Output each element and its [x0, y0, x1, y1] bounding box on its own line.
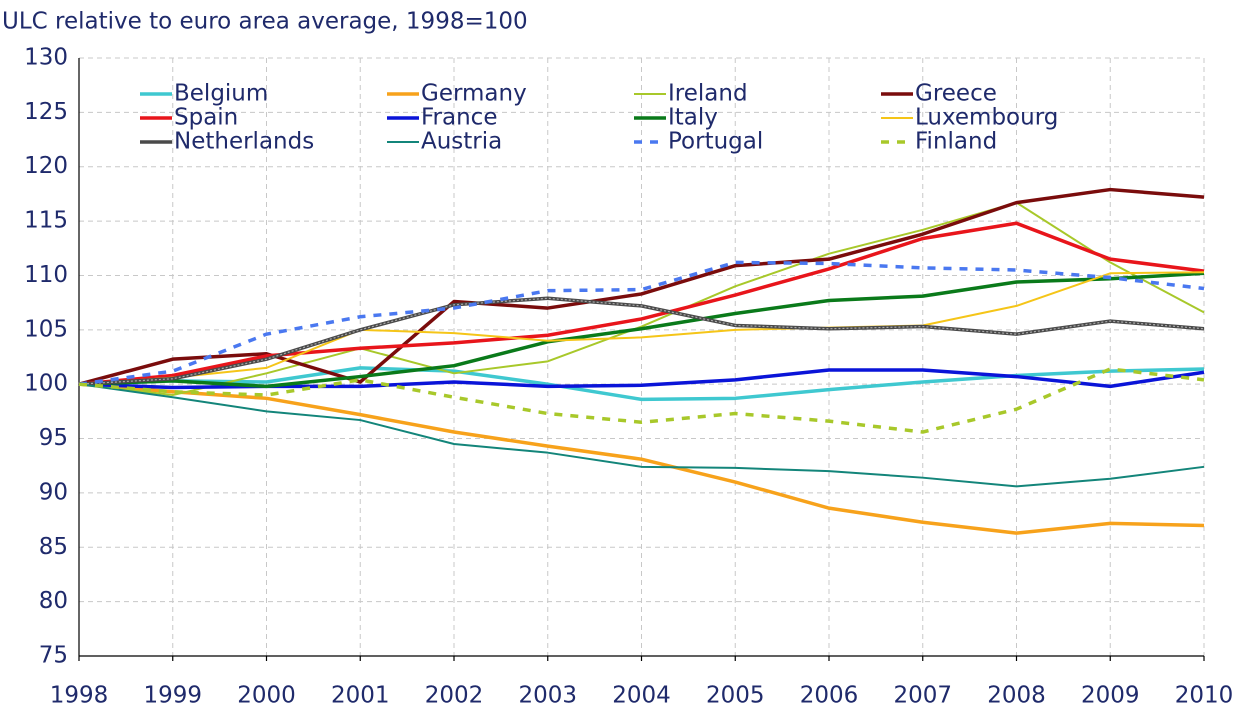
x-tick-label: 2002	[425, 683, 484, 709]
series-line	[78, 260, 1205, 386]
x-tick-label: 2004	[612, 683, 671, 709]
x-tick-label: 2000	[237, 683, 296, 709]
x-tick-label: 2001	[331, 683, 390, 709]
legend-label: Germany	[421, 81, 527, 107]
legend-label: Finland	[915, 129, 997, 155]
y-tick-label: 80	[39, 588, 68, 614]
y-tick-label: 105	[24, 316, 68, 342]
series-line	[78, 367, 1205, 434]
x-tick-label: 2007	[893, 683, 952, 709]
legend-label: Belgium	[174, 81, 268, 107]
series-line	[78, 382, 1205, 535]
series-line	[78, 271, 1205, 389]
y-tick-label: 120	[24, 153, 68, 179]
y-tick-label: 110	[24, 262, 68, 288]
legend-label: France	[421, 105, 497, 131]
legend-label: Luxembourg	[915, 105, 1058, 131]
series-line	[78, 187, 1205, 386]
y-tick-label: 100	[24, 371, 68, 397]
series-line	[78, 271, 1205, 386]
y-tick-label: 130	[24, 45, 68, 71]
legend-label: Austria	[421, 129, 502, 155]
legend-label: Ireland	[668, 81, 748, 107]
x-tick-label: 2006	[800, 683, 859, 709]
x-tick-label: 2003	[518, 683, 577, 709]
x-tick-label: 2010	[1175, 683, 1234, 709]
y-tick-label: 125	[24, 99, 68, 125]
series-line-stripe	[78, 297, 1205, 385]
y-tick-label: 90	[39, 479, 68, 505]
y-tick-label: 95	[39, 425, 68, 451]
chart-title: ULC relative to euro area average, 1998=…	[2, 9, 528, 35]
legend-label: Portugal	[668, 129, 763, 155]
y-tick-label: 115	[24, 208, 68, 234]
x-tick-label: 2005	[706, 683, 765, 709]
series-line	[78, 221, 1205, 386]
series-line	[78, 383, 1205, 488]
y-tick-label: 75	[39, 643, 68, 669]
x-tick-label: 2009	[1081, 683, 1140, 709]
legend-label: Netherlands	[174, 129, 314, 155]
x-tick-label: 1998	[50, 683, 109, 709]
legend-label: Italy	[668, 105, 718, 131]
legend-label: Spain	[174, 105, 238, 131]
x-tick-label: 1999	[143, 683, 202, 709]
legend-label: Greece	[915, 81, 997, 107]
y-tick-label: 85	[39, 534, 68, 560]
x-tick-label: 2008	[987, 683, 1046, 709]
